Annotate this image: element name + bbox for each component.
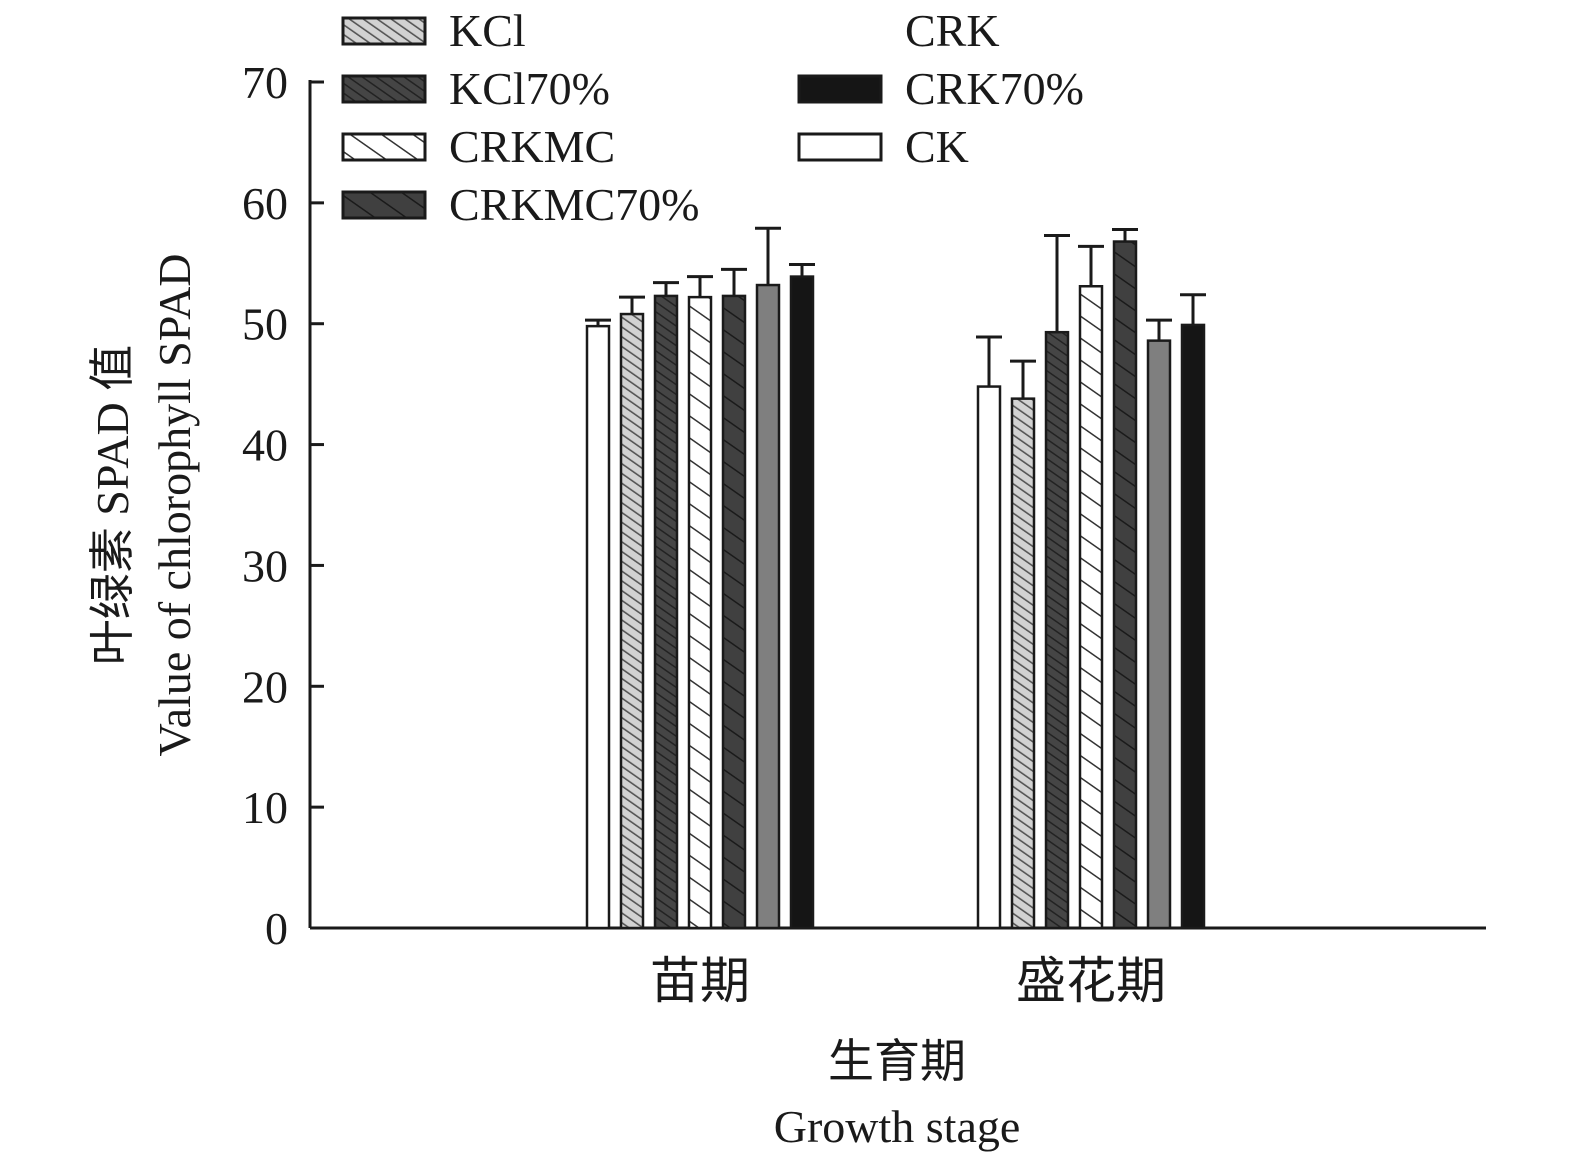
bar-group-crkmc: [687, 275, 713, 930]
bar-group-ck: [585, 318, 611, 930]
y-tick-label: 60: [242, 178, 288, 229]
legend-label: CRKMC70%: [449, 179, 699, 230]
legend-label: KCl70%: [449, 63, 610, 114]
bar-group-crkmc: [1078, 244, 1104, 930]
bar-kcl70pct-1: [1044, 330, 1070, 930]
bar-group-crk70pct: [1180, 293, 1206, 930]
bar-kcl-0: [619, 312, 645, 930]
legend-label: KCl: [449, 5, 526, 56]
bar-group-kcl: [619, 295, 645, 930]
bar-group-kcl70pct: [653, 281, 679, 930]
x-axis: 苗期 盛花期: [310, 926, 1486, 1009]
legend-item-kcl70pct: KCl70%: [341, 63, 610, 114]
bar-ck-1: [976, 385, 1002, 930]
legend-swatch: [341, 190, 427, 220]
bar-crkmc-1: [1078, 284, 1104, 930]
y-axis: 0 10 20 30 40 50 60 70: [242, 57, 324, 954]
bar-group-crkmc70pct: [1112, 227, 1138, 930]
y-tick-label: 40: [242, 420, 288, 471]
bar-group-kcl70pct: [1044, 233, 1070, 930]
bar-ck-0: [585, 324, 611, 930]
bar-group-crk70pct: [789, 262, 815, 930]
bar-kcl-1: [1010, 397, 1036, 930]
x-tick-label: 盛花期: [1016, 953, 1166, 1009]
legend-label: CRK: [905, 5, 1000, 56]
legend-swatch: [341, 74, 427, 104]
legend-swatch: [797, 132, 883, 162]
legend-label: CK: [905, 121, 969, 172]
bar-kcl70pct-0: [653, 294, 679, 930]
bar-crk-1: [1146, 339, 1172, 930]
x-axis-title-zh: 生育期: [828, 1036, 966, 1087]
x-tick-label: 苗期: [650, 953, 750, 1009]
y-tick-label: 10: [242, 782, 288, 833]
legend-item-crk: CRK: [905, 5, 1000, 56]
bar-crk-0: [755, 283, 781, 930]
y-tick-label: 30: [242, 540, 288, 591]
bar-group-crk: [755, 226, 781, 930]
y-tick-label: 70: [242, 57, 288, 108]
bar-group-kcl: [1010, 359, 1036, 930]
legend-item-crkmc: CRKMC: [341, 121, 615, 172]
y-tick-label: 0: [265, 903, 288, 954]
legend-item-crkmc70pct: CRKMC70%: [341, 179, 699, 230]
bar-crkmc70pct-0: [721, 294, 747, 930]
y-axis-title-en: Value of chlorophyll SPAD: [149, 253, 200, 756]
bar-crk70pct-1: [1180, 323, 1206, 930]
bar-group-crkmc70pct: [721, 267, 747, 930]
legend-swatch: [341, 16, 427, 46]
x-axis-title-en: Growth stage: [774, 1101, 1021, 1152]
legend-label: CRKMC: [449, 121, 615, 172]
legend-swatch: [341, 132, 427, 162]
y-tick-label: 50: [242, 299, 288, 350]
y-tick-label: 20: [242, 661, 288, 712]
legend-item-kcl: KCl: [341, 5, 526, 56]
bar-crkmc70pct-1: [1112, 240, 1138, 930]
legend-item-crk70pct: CRK70%: [797, 63, 1084, 114]
bar-crkmc-0: [687, 295, 713, 930]
y-axis-title-zh: 叶绿素 SPAD 值: [87, 345, 138, 665]
bar-group-ck: [976, 335, 1002, 930]
legend: KCl KCl70% CRKMC CRKMC70% CRK CRK70% CK: [341, 5, 1084, 230]
legend-swatch: [797, 74, 883, 104]
legend-label: CRK70%: [905, 63, 1084, 114]
bars: [585, 226, 1206, 930]
bar-group-crk: [1146, 318, 1172, 930]
legend-item-ck: CK: [797, 121, 969, 172]
bar-crk70pct-0: [789, 275, 815, 930]
